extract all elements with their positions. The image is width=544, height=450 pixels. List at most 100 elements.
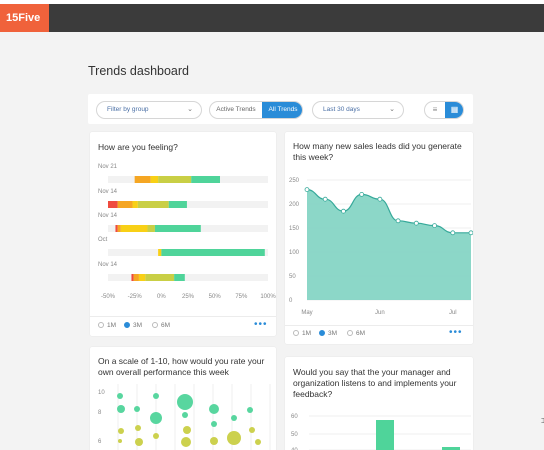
bubble xyxy=(153,433,159,439)
bar-segment xyxy=(145,274,175,281)
leads-range-radios: 1M 3M 6M xyxy=(293,330,393,340)
bar-segment xyxy=(154,225,201,232)
row-label: Oct xyxy=(98,237,108,243)
y-tick-label: 10 xyxy=(98,390,105,396)
bar-segment xyxy=(174,274,185,281)
filter-group-dropdown[interactable]: Filter by group ⌄ xyxy=(96,101,202,119)
data-point xyxy=(304,187,310,193)
bubble xyxy=(153,393,159,399)
bar-segment xyxy=(133,274,139,281)
x-tick-label: 100% xyxy=(260,294,276,300)
tab-all-trends[interactable]: All Trends xyxy=(262,102,302,118)
bar-segment xyxy=(132,201,138,208)
bar-segment xyxy=(191,176,220,183)
bar-segment xyxy=(147,225,155,232)
radio-1m[interactable]: 1M xyxy=(293,330,311,337)
bar-segment xyxy=(138,274,146,281)
feeling-chart: Nov 21 Nov 14 Nov 14 Oct Nov 14 -50% -25% 0% 25%… xyxy=(98,164,276,300)
bubble xyxy=(211,421,217,427)
app-logo[interactable]: 15Five xyxy=(0,4,49,32)
radio-3m[interactable]: 3M xyxy=(124,322,142,329)
y-tick-label: 60 xyxy=(291,414,298,420)
y-tick-label: 0 xyxy=(289,298,293,304)
card-manager-title: Would you say that the your manager and … xyxy=(293,367,457,399)
y-tick-label: 250 xyxy=(289,178,300,184)
card-feeling-title: How are you feeling? xyxy=(98,142,178,152)
bubble xyxy=(135,425,141,431)
tab-active-trends[interactable]: Active Trends xyxy=(216,106,256,113)
x-tick-label: May xyxy=(301,310,312,316)
bar-segment xyxy=(161,249,265,256)
divider xyxy=(90,316,276,317)
manager-chart: 60 50 40 xyxy=(291,414,471,450)
bar-segment xyxy=(134,176,151,183)
bar-segment xyxy=(108,201,118,208)
bubble xyxy=(177,394,193,410)
x-tick-label: Jun xyxy=(375,310,385,316)
data-point xyxy=(322,196,328,202)
radio-3m[interactable]: 3M xyxy=(319,330,337,337)
feeling-range-radios: 1M 3M 6M xyxy=(98,322,198,332)
data-point xyxy=(395,218,401,224)
bubble xyxy=(182,412,188,418)
bubble xyxy=(118,428,124,434)
radio-6m[interactable]: 6M xyxy=(347,330,365,337)
y-tick-label: 6 xyxy=(98,439,102,445)
bar-segment xyxy=(137,201,169,208)
area-fill xyxy=(307,189,471,300)
bubble xyxy=(249,427,255,433)
bubble xyxy=(231,415,237,421)
bubble xyxy=(118,439,122,443)
radio-6m[interactable]: 6M xyxy=(152,322,170,329)
card-performance-title: On a scale of 1-10, how would you rate y… xyxy=(98,356,265,377)
grid-view-icon[interactable]: ▦ xyxy=(445,102,463,118)
more-options-icon[interactable]: ••• xyxy=(254,319,268,330)
list-view-icon[interactable]: ≡ xyxy=(432,105,438,114)
bar-segment xyxy=(158,249,162,256)
series-line xyxy=(306,189,471,234)
trends-segment: Active Trends All Trends xyxy=(209,101,303,119)
data-point xyxy=(450,230,456,236)
y-tick-label: 8 xyxy=(98,410,102,416)
bar-segment xyxy=(158,176,192,183)
text-cursor-icon: ⌶ xyxy=(541,418,544,425)
radio-1m[interactable]: 1M xyxy=(98,322,116,329)
data-point xyxy=(468,230,473,236)
bubble xyxy=(209,404,219,414)
row-label: Nov 21 xyxy=(98,164,118,170)
bubble xyxy=(135,438,143,446)
row-label: Nov 14 xyxy=(98,189,118,195)
bar-segment xyxy=(115,225,118,232)
x-tick-label: -50% xyxy=(101,294,116,300)
bar-segment xyxy=(168,201,187,208)
bar-segment xyxy=(117,225,121,232)
data-point xyxy=(432,223,437,228)
card-leads-title: How many new sales leads did you generat… xyxy=(293,141,462,162)
leads-chart: 250 200 150 100 50 0 May Jun Jul xyxy=(289,178,473,316)
bar-segment xyxy=(131,274,134,281)
card-feeling xyxy=(90,132,276,336)
performance-chart: 10 8 6 xyxy=(98,384,271,450)
x-tick-label: 25% xyxy=(182,294,195,300)
more-options-icon[interactable]: ••• xyxy=(449,327,463,338)
bar xyxy=(376,420,394,450)
radio-label: 3M xyxy=(133,322,143,329)
x-tick-label: -25% xyxy=(128,294,143,300)
view-toggle: ≡ ▦ xyxy=(424,101,464,119)
x-tick-label: 75% xyxy=(235,294,248,300)
date-range-dropdown[interactable]: Last 30 days ⌄ xyxy=(312,101,404,119)
chevron-down-icon: ⌄ xyxy=(187,106,193,113)
data-point xyxy=(341,208,346,214)
bar-track xyxy=(108,201,268,208)
bubble xyxy=(117,393,123,399)
bubble xyxy=(227,431,241,445)
radio-label: 3M xyxy=(328,330,338,337)
y-tick-label: 50 xyxy=(289,274,296,280)
bar-segment xyxy=(120,225,148,232)
data-point xyxy=(359,191,365,197)
bar-track xyxy=(108,274,268,281)
radio-label: 1M xyxy=(107,322,117,329)
y-tick-label: 150 xyxy=(289,226,300,232)
bubble xyxy=(247,407,253,413)
